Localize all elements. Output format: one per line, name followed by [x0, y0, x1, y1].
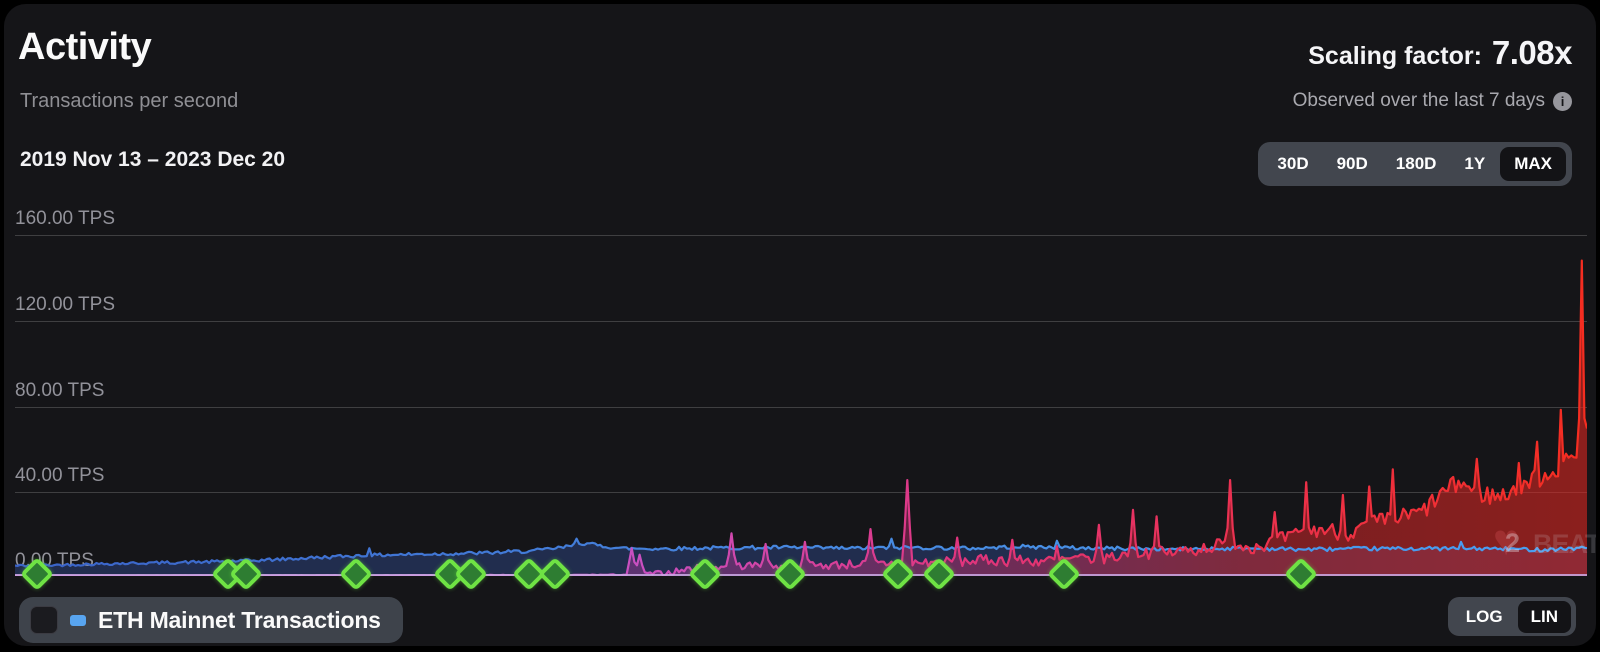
info-icon[interactable]: i	[1553, 91, 1572, 111]
time-range-max[interactable]: MAX	[1500, 147, 1566, 181]
time-range-30d[interactable]: 30D	[1277, 154, 1309, 173]
y-tick-80: 80.00 TPS	[15, 380, 105, 401]
gridline-120	[15, 321, 1587, 322]
y-tick-160: 160.00 TPS	[15, 208, 116, 229]
y-tick-40: 40.00 TPS	[15, 465, 105, 486]
legend-checkbox[interactable]	[30, 606, 58, 634]
y-tick-120: 120.00 TPS	[15, 294, 116, 315]
time-range-1y[interactable]: 1Y	[1464, 154, 1486, 173]
legend-toggle-eth-mainnet[interactable]: ETH Mainnet Transactions	[19, 597, 403, 643]
gridline-80	[15, 407, 1587, 408]
scale-lin[interactable]: LIN	[1517, 600, 1571, 633]
activity-chart-card: Activity Transactions per second Scaling…	[4, 4, 1596, 646]
time-range-selector: 30D 90D 180D 1Y MAX	[1258, 142, 1572, 186]
scaling-factor: Scaling factor: 7.08x	[1308, 34, 1572, 72]
legend-label: ETH Mainnet Transactions	[98, 606, 381, 633]
gridline-40	[15, 492, 1587, 493]
l2-line	[15, 259, 1587, 576]
scale-toggle: LOG LIN	[1447, 597, 1576, 636]
eth-line	[15, 537, 1587, 568]
page-title: Activity	[18, 26, 152, 68]
observed-text: Observed over the last 7 days	[1292, 90, 1545, 111]
page-subtitle: Transactions per second	[20, 90, 239, 112]
activity-chart[interactable]	[15, 149, 1587, 576]
legend-color-swatch	[70, 614, 86, 626]
l2-area-fill	[15, 260, 1587, 576]
scaling-factor-value: 7.08x	[1491, 34, 1573, 71]
scale-log[interactable]: LOG	[1465, 606, 1503, 626]
time-range-90d[interactable]: 90D	[1336, 154, 1368, 173]
gridline-160	[15, 235, 1587, 236]
time-range-180d[interactable]: 180D	[1395, 154, 1437, 173]
date-range: 2019 Nov 13 – 2023 Dec 20	[20, 148, 286, 171]
observed-row: Observed over the last 7 days i	[1293, 90, 1572, 112]
scaling-factor-label: Scaling factor:	[1308, 42, 1482, 70]
